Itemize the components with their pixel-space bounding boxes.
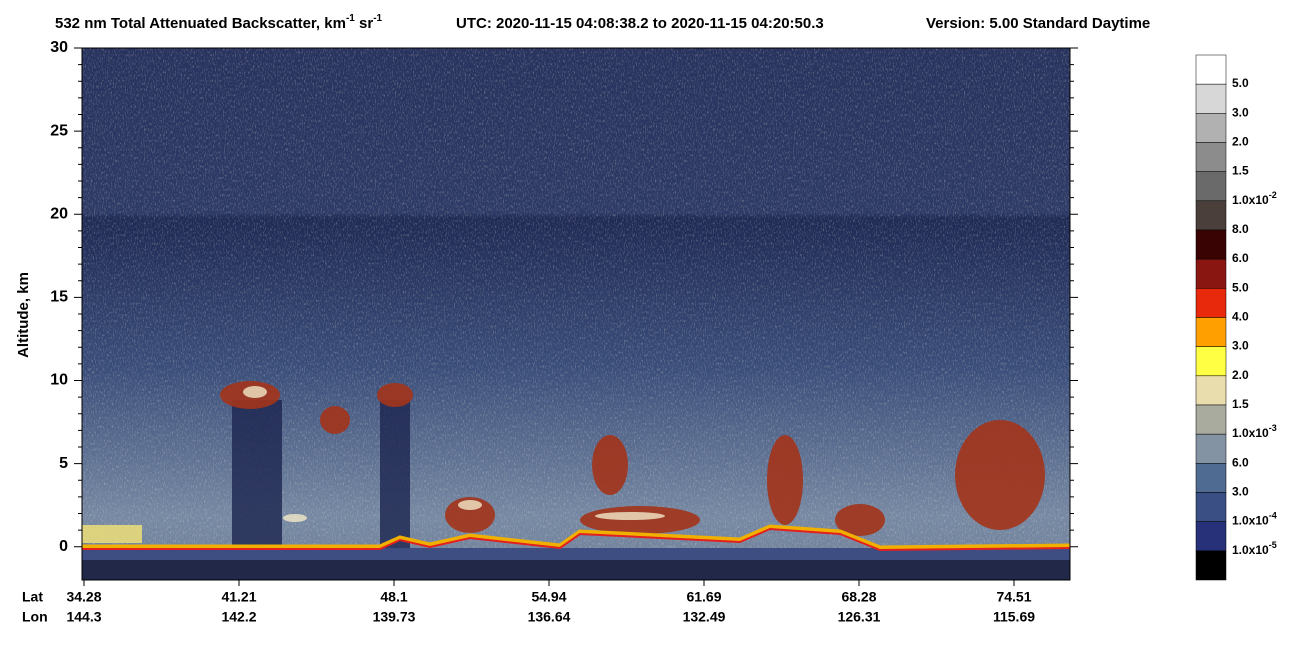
colorbar-label: 6.0 bbox=[1232, 251, 1249, 265]
x-tick-label: 132.49 bbox=[683, 609, 726, 625]
colorbar-label-text: 1.5 bbox=[1232, 164, 1249, 178]
x-tick-label: 54.94 bbox=[531, 589, 566, 605]
colorbar-label-text: 2.0 bbox=[1232, 368, 1249, 382]
x-tick-label: 34.28 bbox=[66, 589, 101, 605]
colorbar-cell bbox=[1195, 113, 1227, 143]
colorbar-cell bbox=[1195, 404, 1227, 435]
colorbar-label-sup: -2 bbox=[1269, 190, 1277, 200]
colorbar-label: 6.0 bbox=[1232, 456, 1249, 470]
colorbar-cell bbox=[1195, 200, 1227, 231]
colorbar-cell bbox=[1195, 83, 1227, 114]
colorbar-cell bbox=[1195, 375, 1227, 406]
colorbar-label-text: 8.0 bbox=[1232, 222, 1249, 236]
colorbar-label-text: 2.0 bbox=[1232, 135, 1249, 149]
y-tick-label: 25 bbox=[50, 122, 68, 139]
colorbar-cell bbox=[1195, 317, 1227, 347]
backscatter-image bbox=[82, 48, 1071, 580]
colorbar-label: 1.0x10-4 bbox=[1232, 511, 1277, 528]
colorbar-label-text: 1.0x10 bbox=[1232, 426, 1269, 440]
colorbar-label-text: 6.0 bbox=[1232, 251, 1249, 265]
colorbar-cell bbox=[1195, 171, 1227, 202]
colorbar-cell bbox=[1195, 258, 1227, 289]
colorbar-label-sup: -5 bbox=[1269, 540, 1277, 550]
colorbar-label: 5.0 bbox=[1232, 281, 1249, 295]
x-tick-label: 115.69 bbox=[993, 609, 1035, 625]
colorbar-label: 2.0 bbox=[1232, 135, 1249, 149]
colorbar-label: 1.5 bbox=[1232, 397, 1249, 411]
x-row-label: Lon bbox=[22, 609, 48, 625]
colorbar-label: 3.0 bbox=[1232, 485, 1249, 499]
y-tick-label: 20 bbox=[50, 205, 68, 222]
colorbar-cell bbox=[1195, 521, 1227, 552]
colorbar-label-text: 1.0x10 bbox=[1232, 514, 1269, 528]
colorbar-label: 1.0x10-3 bbox=[1232, 424, 1277, 441]
colorbar-label-text: 3.0 bbox=[1232, 485, 1249, 499]
colorbar-cell bbox=[1195, 54, 1227, 85]
colorbar-label-text: 1.0x10 bbox=[1232, 543, 1269, 557]
y-axis-label: Altitude, km bbox=[15, 272, 32, 358]
x-tick-label: 61.69 bbox=[686, 589, 721, 605]
x-tick-label: 48.1 bbox=[380, 589, 407, 605]
y-tick-label: 0 bbox=[59, 538, 68, 555]
title-text: 532 nm Total Attenuated Backscatter, km bbox=[55, 15, 346, 32]
colorbar-label: 3.0 bbox=[1232, 339, 1249, 353]
chart-title: 532 nm Total Attenuated Backscatter, km-… bbox=[55, 13, 383, 32]
version: Version: 5.00 Standard Daytime bbox=[926, 15, 1150, 32]
colorbar-label-text: 3.0 bbox=[1232, 339, 1249, 353]
colorbar-label-sup: -4 bbox=[1269, 511, 1277, 521]
colorbar-cell bbox=[1195, 463, 1227, 493]
colorbar-cell bbox=[1195, 433, 1227, 464]
colorbar-cell bbox=[1195, 142, 1227, 172]
colorbar-label-text: 4.0 bbox=[1232, 310, 1249, 324]
colorbar-cell bbox=[1195, 229, 1227, 260]
x-tick-label: 142.2 bbox=[221, 609, 256, 625]
x-tick-label: 74.51 bbox=[996, 589, 1031, 605]
title-text: sr bbox=[355, 15, 374, 32]
x-row-label: Lat bbox=[22, 589, 43, 605]
y-tick-label: 30 bbox=[50, 39, 68, 56]
x-tick-label: 144.3 bbox=[66, 609, 101, 625]
colorbar-label: 5.0 bbox=[1232, 76, 1249, 90]
title-sup: -1 bbox=[373, 13, 382, 24]
colorbar-label: 2.0 bbox=[1232, 368, 1249, 382]
utc-range: UTC: 2020-11-15 04:08:38.2 to 2020-11-15… bbox=[456, 15, 824, 32]
colorbar-label: 1.0x10-2 bbox=[1232, 190, 1277, 207]
title-sup: -1 bbox=[346, 13, 355, 24]
x-tick-label: 139.73 bbox=[373, 609, 416, 625]
x-tick-label: 68.28 bbox=[841, 589, 876, 605]
colorbar-label: 3.0 bbox=[1232, 106, 1249, 120]
colorbar-label: 1.0x10-5 bbox=[1232, 540, 1277, 557]
y-tick-label: 5 bbox=[59, 455, 68, 472]
y-tick-label: 10 bbox=[50, 372, 68, 389]
x-tick-label: 41.21 bbox=[221, 589, 256, 605]
colorbar-cell bbox=[1195, 550, 1227, 581]
colorbar-cell bbox=[1195, 346, 1227, 377]
colorbar-label-text: 3.0 bbox=[1232, 106, 1249, 120]
colorbar-label-text: 1.0x10 bbox=[1232, 193, 1269, 207]
colorbar-label-text: 5.0 bbox=[1232, 76, 1249, 90]
colorbar-label-text: 1.5 bbox=[1232, 397, 1249, 411]
colorbar-label: 1.5 bbox=[1232, 164, 1249, 178]
colorbar-label-text: 6.0 bbox=[1232, 456, 1249, 470]
x-tick-label: 126.31 bbox=[838, 609, 881, 625]
colorbar-label: 8.0 bbox=[1232, 222, 1249, 236]
x-tick-label: 136.64 bbox=[528, 609, 571, 625]
colorbar-label-sup: -3 bbox=[1269, 424, 1277, 434]
colorbar-label-text: 5.0 bbox=[1232, 281, 1249, 295]
colorbar-cell bbox=[1195, 492, 1227, 522]
y-tick-label: 15 bbox=[50, 289, 68, 306]
colorbar-cell bbox=[1195, 288, 1227, 318]
colorbar-label: 4.0 bbox=[1232, 310, 1249, 324]
